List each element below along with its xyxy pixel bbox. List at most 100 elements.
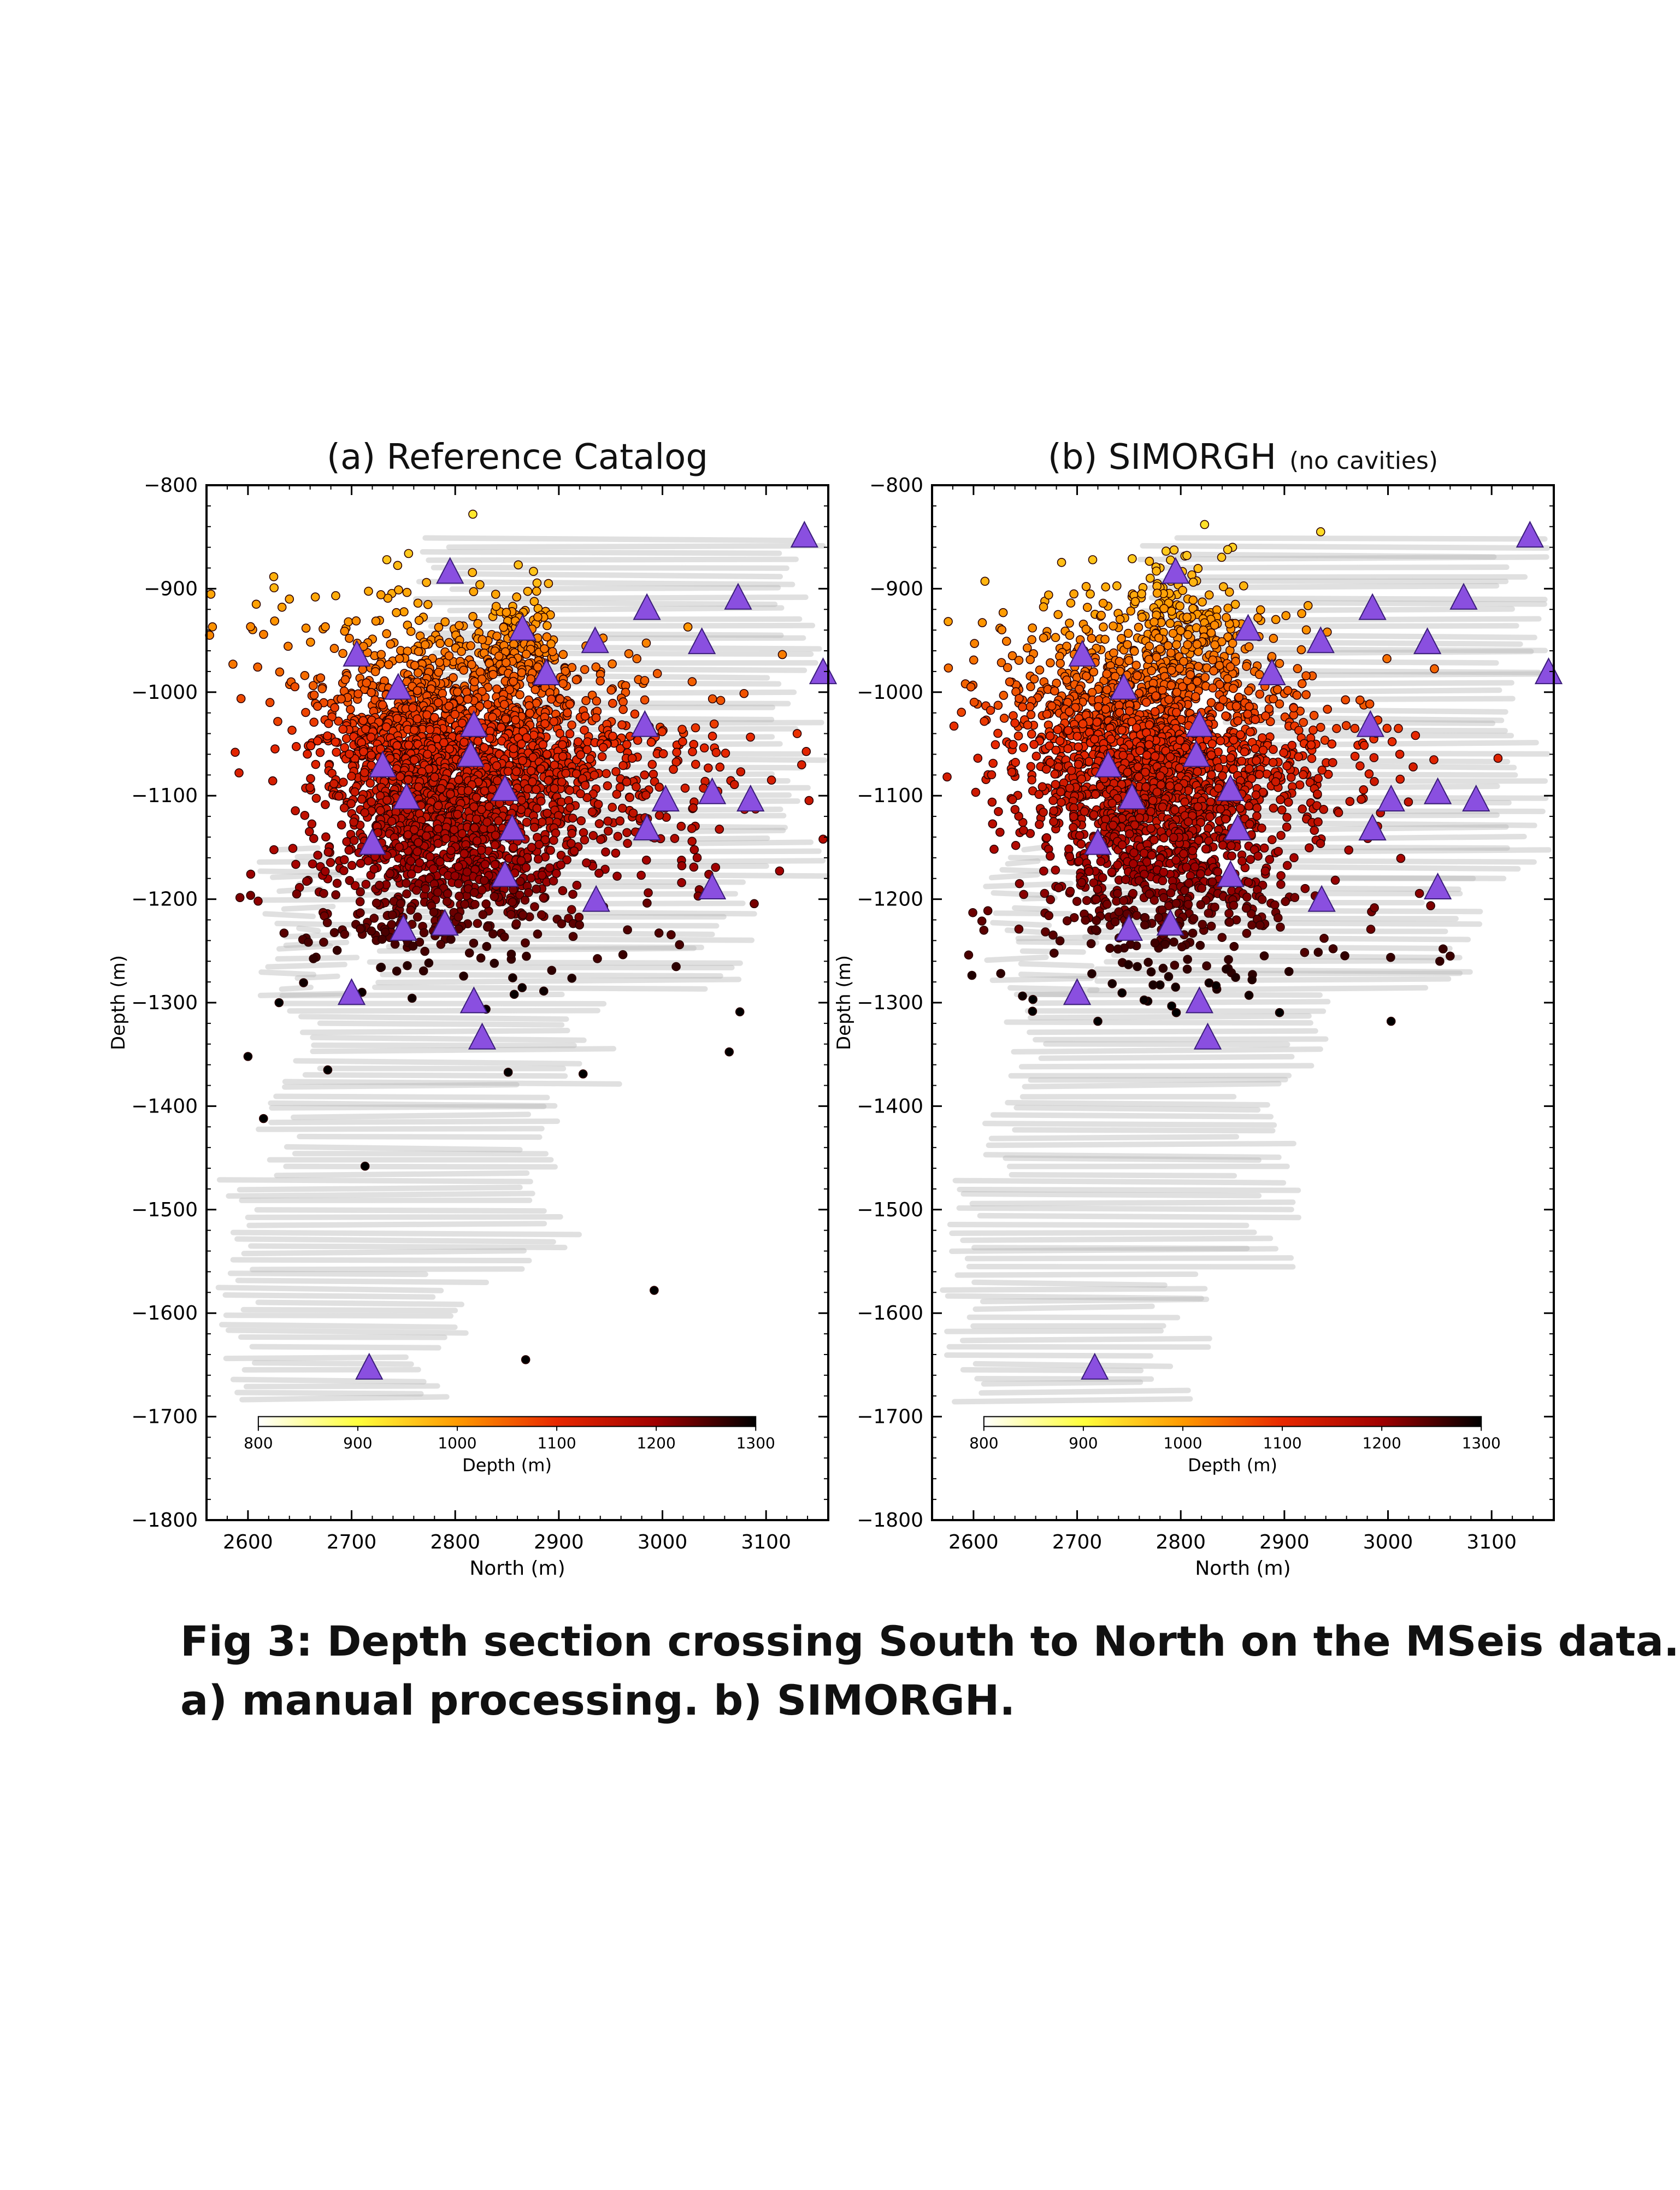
- event-point: [313, 702, 322, 711]
- event-point: [406, 627, 416, 636]
- event-point: [1252, 756, 1261, 766]
- event-point: [1051, 780, 1060, 789]
- event-point: [1268, 758, 1278, 767]
- event-point: [1233, 716, 1243, 726]
- event-point: [1172, 640, 1181, 650]
- event-point: [434, 622, 444, 632]
- background-point-swath: [283, 939, 350, 949]
- event-point: [473, 619, 482, 628]
- event-point: [531, 785, 541, 794]
- background-point-swath: [219, 1322, 458, 1330]
- event-point: [358, 716, 368, 726]
- event-point: [625, 793, 635, 802]
- event-point: [565, 786, 574, 795]
- event-point: [433, 887, 443, 897]
- event-point: [1050, 769, 1059, 779]
- event-point: [1269, 745, 1278, 754]
- background-point-swath: [1022, 1081, 1282, 1090]
- event-point: [623, 839, 632, 848]
- event-point: [501, 714, 510, 724]
- event-point: [1051, 633, 1060, 643]
- event-point: [557, 777, 567, 787]
- event-point: [346, 705, 355, 714]
- event-point: [228, 660, 238, 669]
- event-point: [608, 698, 617, 708]
- event-point: [457, 647, 466, 656]
- event-point: [1188, 578, 1198, 587]
- event-point: [1394, 723, 1403, 733]
- event-point: [1165, 619, 1175, 628]
- event-point: [492, 631, 502, 641]
- event-point: [477, 885, 487, 895]
- event-point: [547, 647, 557, 656]
- event-point: [331, 737, 340, 747]
- event-point: [1117, 634, 1126, 643]
- y-tick-label: −1300: [131, 992, 198, 1014]
- event-point: [1159, 604, 1169, 613]
- event-point: [1011, 758, 1020, 767]
- event-point: [641, 638, 651, 648]
- event-point: [356, 924, 365, 934]
- event-point: [488, 929, 498, 939]
- event-point: [412, 714, 422, 723]
- event-point: [612, 872, 622, 881]
- event-point: [545, 863, 555, 873]
- background-point-swath: [284, 1144, 523, 1153]
- event-point: [265, 698, 275, 708]
- event-point: [430, 773, 439, 782]
- event-point: [1029, 740, 1039, 749]
- event-point: [445, 744, 455, 754]
- event-point: [305, 782, 315, 792]
- event-point: [404, 740, 414, 750]
- event-point: [567, 973, 577, 983]
- event-point: [435, 857, 445, 867]
- event-point: [552, 869, 561, 878]
- background-point-swath: [310, 1034, 587, 1043]
- event-point: [1050, 686, 1059, 696]
- event-point: [1007, 767, 1017, 777]
- event-point: [407, 993, 417, 1003]
- event-point: [1210, 640, 1219, 650]
- event-point: [433, 801, 443, 810]
- event-point: [1145, 573, 1155, 583]
- background-point-swath: [230, 1229, 582, 1238]
- event-point: [622, 740, 632, 749]
- event-point: [678, 737, 687, 746]
- event-point: [1171, 708, 1181, 717]
- event-point: [1117, 725, 1127, 735]
- event-point: [234, 768, 244, 778]
- event-point: [532, 884, 541, 894]
- event-point: [270, 616, 279, 626]
- event-point: [1053, 725, 1063, 734]
- event-point: [598, 743, 608, 752]
- background-point-swath: [380, 972, 723, 979]
- event-point: [446, 789, 455, 799]
- event-point: [1341, 721, 1351, 731]
- event-point: [444, 638, 454, 647]
- event-point: [1086, 589, 1095, 599]
- event-point: [1123, 768, 1133, 777]
- event-point: [329, 644, 339, 654]
- event-point: [944, 663, 953, 673]
- event-point: [235, 893, 245, 903]
- event-point: [1175, 663, 1184, 673]
- event-point: [1282, 761, 1292, 771]
- event-point: [521, 1355, 530, 1364]
- event-point: [736, 767, 746, 776]
- event-point: [499, 932, 509, 941]
- y-axis-label: Depth (m): [108, 955, 129, 1050]
- event-point: [1130, 597, 1140, 607]
- event-point: [689, 862, 699, 872]
- event-point: [585, 754, 595, 764]
- event-point: [332, 945, 342, 955]
- event-point: [1223, 603, 1233, 613]
- background-point-swath: [223, 1312, 454, 1319]
- event-point: [275, 667, 285, 677]
- event-point: [517, 668, 527, 678]
- background-point-swath: [952, 1178, 1287, 1186]
- event-point: [313, 736, 322, 746]
- event-point: [1126, 606, 1135, 616]
- event-point: [594, 868, 604, 878]
- event-point: [464, 948, 474, 958]
